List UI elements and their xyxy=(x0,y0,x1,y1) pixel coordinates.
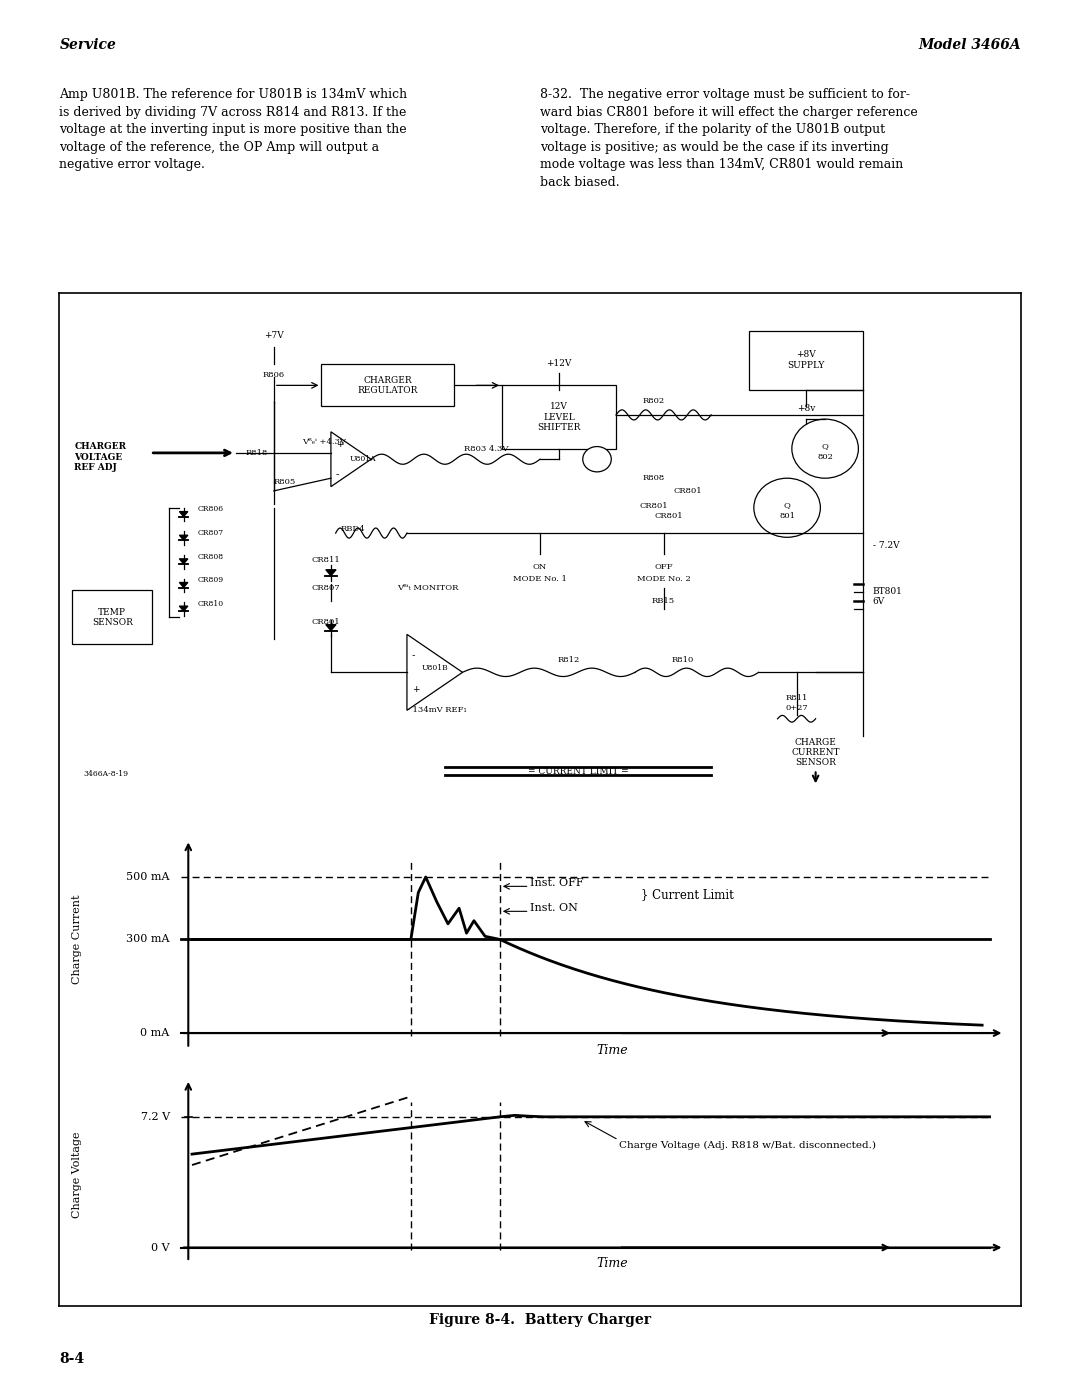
Text: BT801
6V: BT801 6V xyxy=(873,587,903,606)
Text: 802: 802 xyxy=(818,453,833,461)
Circle shape xyxy=(792,419,859,478)
Text: +: + xyxy=(336,440,343,448)
FancyBboxPatch shape xyxy=(750,331,863,390)
Text: Charge Voltage: Charge Voltage xyxy=(72,1132,82,1218)
Text: CR801: CR801 xyxy=(673,488,702,495)
Text: Charge Current: Charge Current xyxy=(72,894,82,983)
Text: CR808: CR808 xyxy=(198,553,224,560)
Text: Amp U801B. The reference for U801B is 134mV which
is derived by dividing 7V acro: Amp U801B. The reference for U801B is 13… xyxy=(59,88,407,170)
Text: TEMP
SENSOR: TEMP SENSOR xyxy=(92,608,133,627)
Text: RB15: RB15 xyxy=(652,597,675,605)
Text: 500 mA: 500 mA xyxy=(126,872,170,882)
Polygon shape xyxy=(330,432,372,486)
Text: CHARGE
CURRENT
SENSOR: CHARGE CURRENT SENSOR xyxy=(792,738,840,767)
Text: - 7.2V: - 7.2V xyxy=(873,541,900,550)
Text: 7.2 V: 7.2 V xyxy=(140,1112,170,1122)
Text: R805: R805 xyxy=(274,478,296,486)
Text: CR809: CR809 xyxy=(198,577,224,584)
Text: R806: R806 xyxy=(262,372,285,379)
Text: R818: R818 xyxy=(245,448,268,457)
Text: CR801: CR801 xyxy=(654,513,683,520)
Polygon shape xyxy=(179,511,188,517)
Text: Time: Time xyxy=(596,1257,627,1270)
Text: +: + xyxy=(411,685,419,694)
Text: CR807: CR807 xyxy=(198,529,224,536)
Text: U801A: U801A xyxy=(350,455,377,464)
Text: R802: R802 xyxy=(643,397,665,405)
Text: } Current Limit: } Current Limit xyxy=(640,887,733,901)
Circle shape xyxy=(583,447,611,472)
FancyBboxPatch shape xyxy=(72,591,152,644)
Text: 0+27: 0+27 xyxy=(785,704,808,712)
Text: MODE No. 1: MODE No. 1 xyxy=(513,576,567,584)
Polygon shape xyxy=(179,535,188,541)
Text: CR807: CR807 xyxy=(312,584,340,592)
Polygon shape xyxy=(326,570,336,576)
Text: OFF: OFF xyxy=(654,563,673,571)
Text: Figure 8-4.  Battery Charger: Figure 8-4. Battery Charger xyxy=(429,1313,651,1327)
Text: Q: Q xyxy=(784,502,791,510)
Text: Q: Q xyxy=(822,441,828,450)
Text: - 134mV REF₁: - 134mV REF₁ xyxy=(407,705,467,714)
Text: 0 mA: 0 mA xyxy=(140,1028,170,1038)
Text: 300 mA: 300 mA xyxy=(126,935,170,944)
Polygon shape xyxy=(179,606,188,610)
Text: Vᴮⁱₜ MONITOR: Vᴮⁱₜ MONITOR xyxy=(397,584,459,592)
Text: CR810: CR810 xyxy=(198,599,224,608)
Text: +12V: +12V xyxy=(546,359,571,369)
Text: R811: R811 xyxy=(785,694,808,701)
FancyBboxPatch shape xyxy=(502,386,616,448)
Text: Service: Service xyxy=(59,38,117,52)
Text: Charge Voltage (Adj. R818 w/Bat. disconnected.): Charge Voltage (Adj. R818 w/Bat. disconn… xyxy=(619,1141,876,1150)
Text: +8v: +8v xyxy=(797,404,815,414)
Text: 8-32.  The negative error voltage must be sufficient to for-
ward bias CR801 bef: 8-32. The negative error voltage must be… xyxy=(540,88,918,189)
Text: CHARGER
VOLTAGE
REF ADJ: CHARGER VOLTAGE REF ADJ xyxy=(75,443,126,472)
Text: = CURRENT LIMIT =: = CURRENT LIMIT = xyxy=(528,767,629,775)
Text: CR801: CR801 xyxy=(639,502,669,510)
Text: 801: 801 xyxy=(779,513,795,520)
Polygon shape xyxy=(179,559,188,564)
Text: CR806: CR806 xyxy=(198,506,224,514)
Text: CHARGER
REGULATOR: CHARGER REGULATOR xyxy=(357,376,418,395)
Text: +8V
SUPPLY: +8V SUPPLY xyxy=(787,351,825,370)
Text: R812: R812 xyxy=(557,657,580,664)
Text: R808: R808 xyxy=(643,474,665,482)
Text: Time: Time xyxy=(596,1044,627,1056)
Text: RBD4: RBD4 xyxy=(340,525,365,532)
Text: -: - xyxy=(336,469,339,479)
Text: +7V: +7V xyxy=(264,331,284,339)
Text: 0 V: 0 V xyxy=(151,1242,170,1253)
Polygon shape xyxy=(407,634,462,710)
Text: 8-4: 8-4 xyxy=(59,1352,84,1366)
FancyBboxPatch shape xyxy=(322,365,455,407)
Polygon shape xyxy=(326,624,336,630)
Text: CR801: CR801 xyxy=(312,617,340,626)
Polygon shape xyxy=(179,583,188,588)
Text: Inst. OFF: Inst. OFF xyxy=(529,879,583,888)
Text: R810: R810 xyxy=(672,657,693,664)
Text: -: - xyxy=(411,651,415,659)
Text: 3466A-8-19: 3466A-8-19 xyxy=(84,770,129,778)
Text: Inst. ON: Inst. ON xyxy=(529,904,578,914)
Text: CR811: CR811 xyxy=(312,556,340,564)
Text: Vᴿₑⁱ +4.3V: Vᴿₑⁱ +4.3V xyxy=(302,437,347,446)
Text: R803 4.3V: R803 4.3V xyxy=(464,444,509,453)
Text: Model 3466A: Model 3466A xyxy=(918,38,1021,52)
Text: 12V
LEVEL
SHIFTER: 12V LEVEL SHIFTER xyxy=(538,402,581,432)
Text: MODE No. 2: MODE No. 2 xyxy=(637,576,690,584)
Text: U801B: U801B xyxy=(421,664,448,672)
Text: ON: ON xyxy=(532,563,548,571)
Circle shape xyxy=(754,478,821,538)
